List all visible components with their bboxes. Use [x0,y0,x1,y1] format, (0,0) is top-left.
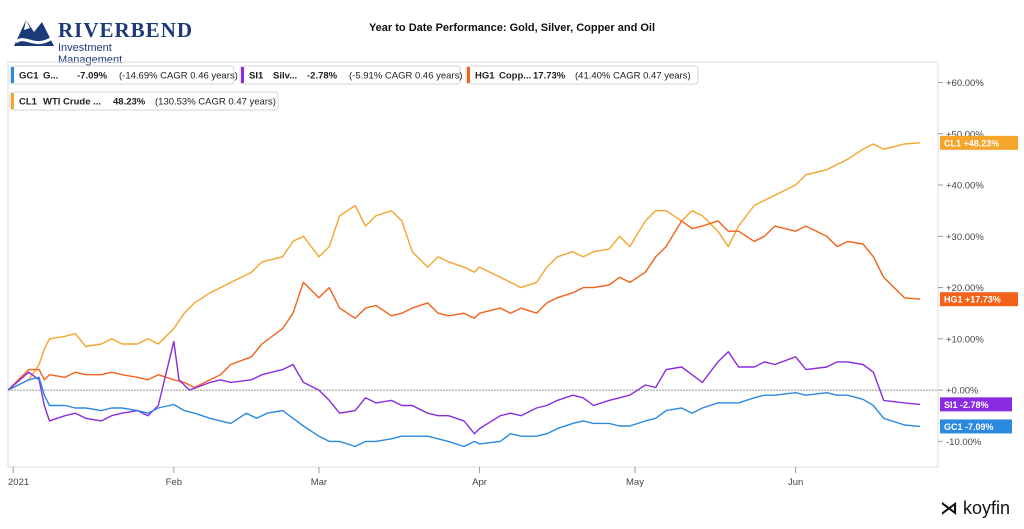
series-lines [7,142,921,448]
y-tick-label: -10.00% [946,437,982,448]
legend-code: CL1 [19,97,38,108]
end-tag-background [940,397,1012,412]
end-tag-background [940,419,1012,434]
x-tick-label: 2021 [8,477,29,488]
end-tag-background [940,292,1018,307]
legend-name: Silv... [273,71,297,82]
x-tick-label: May [626,477,644,488]
end-value-tags: GC1 -7.09% SI1 -2.78% HG1 +17.73% CL1 +48.2… [940,135,1018,434]
legend-chip-frame [239,65,461,85]
y-tick-label: +20.00% [946,283,984,294]
series-line-gc1 [7,376,921,448]
legend-name: WTI Crude ... [43,97,101,108]
legend-chip-frame [9,65,235,85]
y-tick-label: +50.00% [946,129,984,140]
legend-cagr: (-5.91% CAGR 0.46 years) [349,71,463,82]
x-tick-label: Apr [472,477,487,488]
end-tag-label: SI1 -2.78% [944,400,989,410]
end-tag-gc1: GC1 -7.09% [940,419,1012,434]
legend-color-swatch [467,67,470,83]
legend-name: Copp... [499,71,531,82]
legend-change: -7.09% [77,71,108,82]
koyfin-brand: ⋊ koyfin [940,498,1010,519]
riverbend-logo: RIVERBEND Investment Management [8,10,192,66]
legend-color-swatch [241,67,244,83]
y-tick-label: +30.00% [946,232,984,243]
legend-name: G... [43,71,58,82]
legend-chip-frame [9,91,279,111]
legend-code: GC1 [19,71,39,82]
y-tick-label: +0.00% [946,386,979,397]
legend-chip-gc1[interactable]: GC1 G... -7.09% (-14.69% CAGR 0.46 years) [9,65,238,85]
series-line-hg1 [7,220,921,391]
logo-subtitle: Investment Management [58,42,123,66]
end-tag-hg1: HG1 +17.73% [940,292,1018,307]
plot-area [7,61,939,468]
legend-code: HG1 [475,71,495,82]
legend-color-swatch [11,67,14,83]
chart-title: Year to Date Performance: Gold, Silver, … [368,22,656,34]
legend-code: SI1 [249,71,264,82]
riverbend-wave-logo-icon [14,20,54,46]
legend-cagr: (41.40% CAGR 0.47 years) [575,71,691,82]
legend-change: 17.73% [533,71,566,82]
y-axis: +60.00% +50.00% +40.00% +30.00% +20.00% +10.0… [938,78,984,448]
series-line-cl1 [7,142,921,391]
y-tick-label: +40.00% [946,181,984,192]
legend: GC1 G... -7.09% (-14.69% CAGR 0.46 years) SI… [9,65,699,111]
end-tag-label: GC1 -7.09% [944,422,994,432]
legend-cagr: (130.53% CAGR 0.47 years) [155,97,276,108]
end-tag-cl1: CL1 +48.23% [940,135,1018,150]
end-tag-label: HG1 +17.73% [944,295,1001,305]
legend-cagr: (-14.69% CAGR 0.46 years) [119,71,238,82]
x-tick-label: Mar [311,477,327,488]
x-axis: 2021 Feb Mar Apr May Jun [8,467,803,488]
koyfin-k-mark-icon: ⋊ [939,498,958,518]
end-tag-si1: SI1 -2.78% [940,397,1012,412]
legend-change: -2.78% [307,71,338,82]
koyfin-name: koyfin [962,498,1010,518]
y-tick-label: +60.00% [946,78,984,89]
y-tick-label: +10.00% [946,334,984,345]
series-line-si1 [7,340,921,435]
legend-chip-cl1[interactable]: CL1 WTI Crude ... 48.23% (130.53% CAGR 0.47… [9,91,279,111]
logo-name: RIVERBEND [58,18,194,42]
end-tag-background [940,135,1018,150]
legend-color-swatch [11,93,14,109]
end-tag-label: CL1 +48.23% [944,138,999,148]
legend-chip-frame [465,65,699,85]
legend-change: 48.23% [113,97,146,108]
x-tick-label: Feb [166,477,182,488]
legend-chip-si1[interactable]: SI1 Silv... -2.78% (-5.91% CAGR 0.46 years) [239,65,463,85]
x-tick-label: Jun [788,477,803,488]
legend-chip-hg1[interactable]: HG1 Copp... 17.73% (41.40% CAGR 0.47 years) [465,65,699,85]
